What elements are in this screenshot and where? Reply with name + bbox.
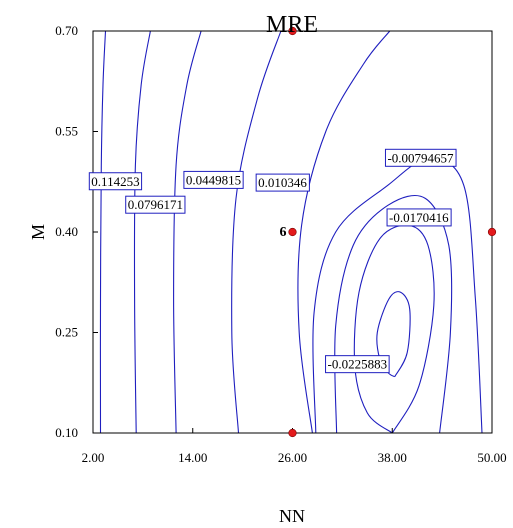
contour-label-box	[183, 170, 244, 189]
contour-label: -0.0170416	[386, 208, 452, 227]
contour-label-text: 0.0449815	[186, 172, 241, 187]
design-point	[288, 428, 297, 438]
contour-label-box	[384, 148, 457, 167]
x-tick-label: 50.00	[477, 450, 506, 465]
y-tick-label: 0.10	[55, 425, 78, 440]
contour-label-text: -0.0225883	[328, 357, 388, 372]
contour-label-text: 0.010346	[258, 175, 307, 190]
contour-label: 0.0449815	[183, 170, 244, 189]
contour-label-box	[88, 172, 143, 191]
contour-label: 0.010346	[255, 173, 310, 192]
x-tick-label: 38.00	[378, 450, 407, 465]
x-tick-label: 2.00	[82, 450, 105, 465]
design-points: 6	[280, 26, 497, 438]
contour-line-3	[231, 30, 282, 434]
contour-label: -0.00794657	[384, 148, 457, 167]
axis-ticks: 2.00 14.00 26.00 38.00 50.00 0.10 0.25 0.40 0.55…	[55, 23, 506, 465]
design-point-count: 6	[280, 225, 287, 240]
contour-label-text: 0.114253	[91, 174, 139, 189]
design-point	[288, 227, 297, 237]
design-point	[288, 26, 297, 36]
design-point	[487, 227, 497, 237]
contour-label-text: -0.00794657	[387, 150, 454, 165]
contour-line-6	[334, 195, 453, 434]
x-tick-label: 26.00	[278, 450, 307, 465]
y-tick-label: 0.25	[55, 325, 78, 340]
y-tick-label: 0.70	[55, 23, 78, 38]
contour-label-text: -0.0170416	[389, 210, 449, 225]
x-axis-label: NN	[279, 506, 305, 526]
contour-label: 0.114253	[88, 172, 143, 191]
contour-line-7	[353, 224, 435, 434]
contour-line-4	[297, 30, 391, 434]
y-tick-label: 0.40	[55, 224, 78, 239]
contour-label: 0.0796171	[125, 195, 186, 214]
chart-title: MRE	[266, 12, 318, 38]
y-axis-label: M	[28, 224, 48, 240]
y-tick-label: 0.55	[55, 124, 78, 139]
contour-label-text: 0.0796171	[128, 197, 183, 212]
contour-line-2	[173, 30, 202, 434]
contour-label-box	[386, 208, 452, 227]
contour-label: -0.0225883	[325, 355, 390, 374]
x-tick-label: 14.00	[178, 450, 207, 465]
contour-label-box	[325, 355, 390, 374]
contour-label-box	[125, 195, 186, 214]
contour-label-box	[255, 173, 310, 192]
